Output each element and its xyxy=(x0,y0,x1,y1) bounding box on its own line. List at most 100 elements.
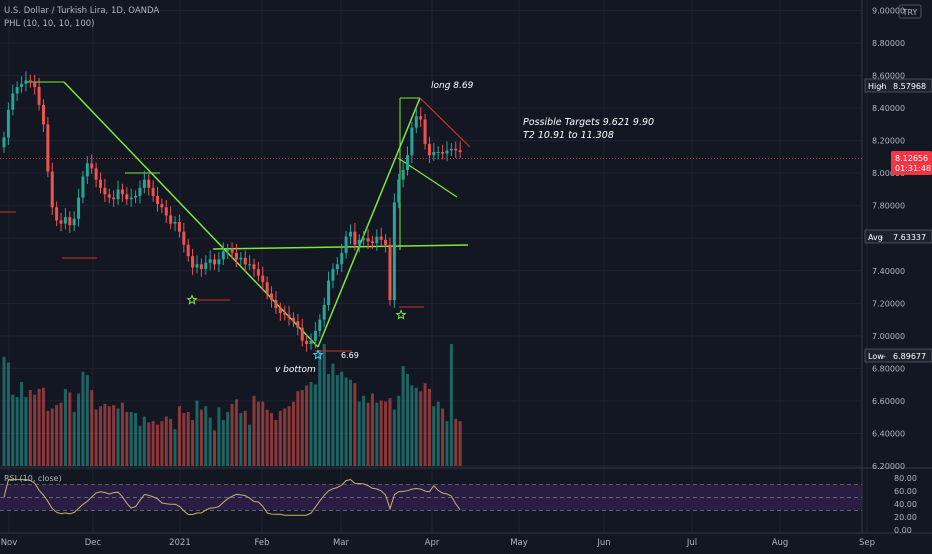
volume-bar xyxy=(107,406,111,466)
volume-bar xyxy=(50,408,54,466)
volume-bar xyxy=(72,411,76,466)
candle-body xyxy=(384,239,388,245)
star-marker xyxy=(186,294,198,305)
volume-bar xyxy=(173,429,177,466)
volume-bar xyxy=(46,410,50,466)
candle-body xyxy=(213,259,217,265)
volume-bar xyxy=(2,356,6,466)
candle-body xyxy=(392,202,396,301)
currency-badge[interactable]: TRY xyxy=(898,4,922,19)
candle-body xyxy=(230,249,234,253)
candle-body xyxy=(138,187,142,196)
volume-bar xyxy=(300,390,304,466)
svg-text:High: High xyxy=(868,82,886,91)
rsi-tick-label: 0.00 xyxy=(894,526,912,535)
rsi-line xyxy=(3,479,461,516)
volume-bar xyxy=(340,371,344,466)
volume-bar xyxy=(213,430,217,466)
candle-body xyxy=(173,221,177,224)
candle-body xyxy=(401,169,405,180)
volume-bar xyxy=(156,424,160,466)
volume-bar xyxy=(243,410,247,466)
candle-body xyxy=(458,150,462,153)
candle-body xyxy=(125,194,129,200)
candle-body xyxy=(182,231,186,245)
neckline xyxy=(212,244,469,250)
volume-bar xyxy=(348,379,352,466)
candle-body xyxy=(344,236,348,253)
volume-bar xyxy=(182,413,186,466)
candle-body xyxy=(274,300,278,309)
candle-body xyxy=(305,340,309,344)
candle-body xyxy=(11,93,15,110)
candle-body xyxy=(379,236,383,240)
price-tick-label: 8.20000 xyxy=(872,137,905,146)
candle-body xyxy=(55,207,59,221)
candle-body xyxy=(318,319,322,331)
candle-body xyxy=(291,317,295,322)
rsi-tick-label: 20.00 xyxy=(894,513,917,522)
svg-text:-: - xyxy=(883,352,886,361)
svg-text:01:31:48: 01:31:48 xyxy=(895,164,931,173)
candle-body xyxy=(50,171,54,208)
candle-body xyxy=(340,252,344,265)
volume-bar xyxy=(125,411,129,466)
candle-body xyxy=(217,259,221,265)
svg-text:7.63337: 7.63337 xyxy=(893,233,926,242)
candle-body xyxy=(94,168,98,180)
price-tick-label: 8.60000 xyxy=(872,72,905,81)
candle-body xyxy=(353,231,357,245)
volume-bar xyxy=(362,395,366,466)
volume-bar xyxy=(6,362,10,466)
candle-body xyxy=(441,152,445,154)
chart-drawings xyxy=(0,81,862,360)
svg-text:8.57968: 8.57968 xyxy=(893,82,926,91)
volume-bar xyxy=(414,387,418,466)
volume-bar xyxy=(322,344,326,466)
volume-bar xyxy=(103,403,107,466)
volume-bar xyxy=(20,382,24,466)
volume-bar xyxy=(85,375,89,466)
volume-bar xyxy=(410,385,414,466)
volume-bar xyxy=(217,407,221,466)
candle-body xyxy=(327,280,331,305)
candle-body xyxy=(120,189,124,195)
volume-bar xyxy=(248,424,252,466)
volume-bar xyxy=(134,413,138,466)
candle-body xyxy=(278,308,282,314)
volume-bar xyxy=(392,409,396,466)
time-tick-label: Jul xyxy=(686,538,697,548)
volume-bar xyxy=(270,413,274,466)
time-axis[interactable]: Nov Dec 2021 Feb Mar Apr May Jun Jul Aug Sep xyxy=(1,538,875,548)
candle-body xyxy=(449,148,453,151)
volume-bar xyxy=(116,408,120,466)
volume-bar xyxy=(98,406,102,466)
candle-body xyxy=(226,249,230,252)
price-axis[interactable]: 9.00000 8.80000 8.60000 8.40000 8.20000 8.000… xyxy=(872,7,905,472)
volume-bar xyxy=(151,421,155,466)
candle-body xyxy=(20,83,24,87)
high-badge: High - 8.57968 xyxy=(864,78,932,93)
candle-body xyxy=(156,195,160,205)
volume-bar xyxy=(313,384,317,466)
candle-body xyxy=(28,80,32,83)
volume-bar xyxy=(239,413,243,466)
time-tick-label: Mar xyxy=(333,538,350,548)
volume-bar xyxy=(318,349,322,466)
volume-bar xyxy=(357,401,361,466)
svg-text:TRY: TRY xyxy=(902,8,918,17)
volume-bar xyxy=(129,411,133,466)
time-tick-label: Apr xyxy=(425,538,440,548)
candle-body xyxy=(33,82,37,87)
candle-body xyxy=(256,269,260,276)
candle-body xyxy=(72,218,76,226)
svg-text:-: - xyxy=(880,233,883,242)
candle-body xyxy=(348,231,352,237)
price-tick-label: 6.40000 xyxy=(872,429,905,438)
volume-bar xyxy=(265,409,269,466)
volume-bar xyxy=(401,365,405,466)
candle-body xyxy=(436,152,440,154)
volume-bar xyxy=(142,416,146,466)
